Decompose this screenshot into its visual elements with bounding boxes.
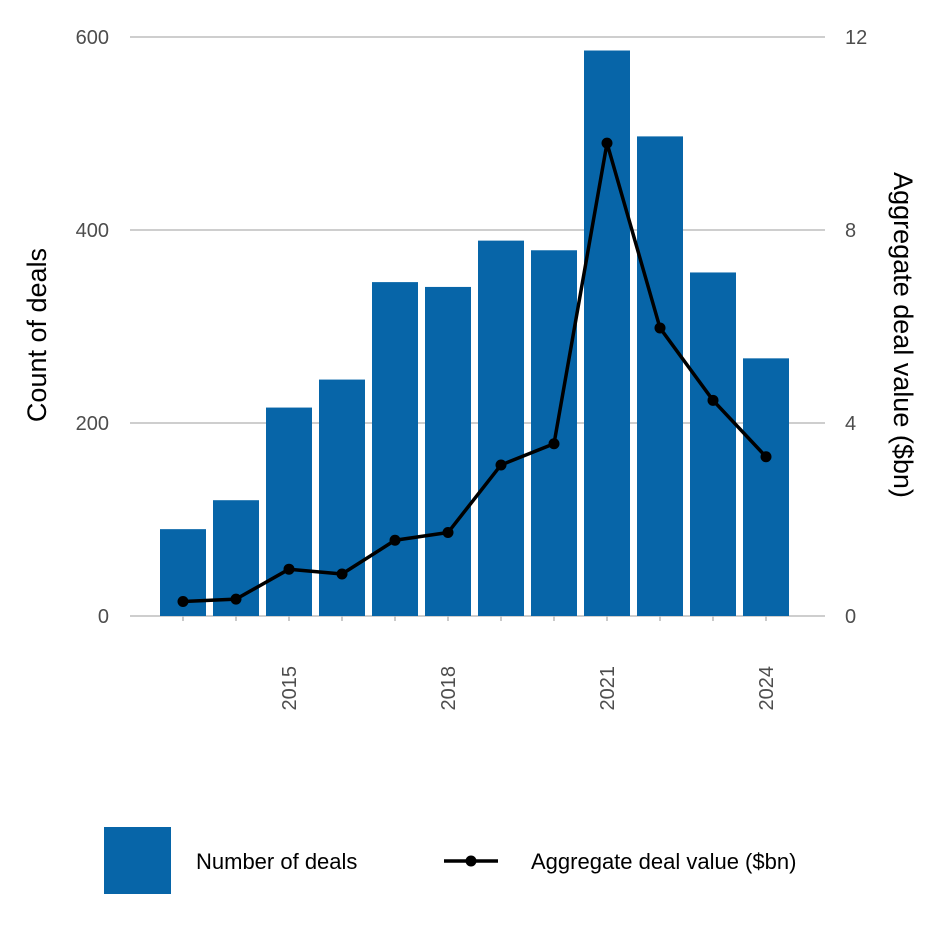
- bar: [319, 379, 365, 616]
- line-point: [230, 593, 242, 605]
- bar: [425, 286, 471, 616]
- line-point: [177, 596, 189, 608]
- y-right-tick-label: 0: [845, 606, 856, 628]
- legend-label-deals: Number of deals: [196, 849, 357, 874]
- x-tick-label: 2015: [279, 666, 301, 711]
- legend: Number of deals Aggregate deal value ($b…: [104, 827, 796, 894]
- y-left-tick-label: 0: [98, 606, 109, 628]
- x-tick-label: 2021: [597, 666, 619, 711]
- legend-line-marker: [465, 855, 477, 867]
- y-axis-right: 0 4 8 12: [845, 27, 867, 628]
- x-axis-ticks: 2015 2018 2021 2024: [182, 616, 778, 711]
- line-point: [707, 394, 719, 406]
- bar: [372, 282, 418, 616]
- line-point: [760, 451, 772, 463]
- y-left-tick-label: 400: [76, 220, 109, 242]
- line-path: [182, 141, 768, 604]
- bar: [637, 136, 683, 616]
- bar: [743, 358, 789, 616]
- line-point: [601, 137, 613, 149]
- line-point: [654, 322, 666, 334]
- legend-label-value: Aggregate deal value ($bn): [531, 849, 796, 874]
- bar: [266, 407, 312, 616]
- bar: [531, 250, 577, 616]
- y-axis-right-title: Aggregate deal value ($bn): [888, 172, 918, 498]
- line-series: [177, 137, 772, 608]
- y-left-tick-label: 600: [76, 27, 109, 49]
- line-point: [442, 527, 454, 539]
- line-point: [495, 459, 507, 471]
- bar: [478, 240, 524, 617]
- line-point: [548, 438, 560, 450]
- bar: [584, 50, 630, 616]
- y-axis-left: 0 200 400 600: [76, 27, 109, 628]
- bar: [690, 272, 736, 616]
- line-point: [336, 568, 348, 580]
- y-right-tick-label: 4: [845, 413, 856, 435]
- line-point: [283, 563, 295, 575]
- line-point: [389, 534, 401, 546]
- y-right-tick-label: 12: [845, 27, 867, 49]
- y-left-tick-label: 200: [76, 413, 109, 435]
- x-tick-label: 2018: [438, 666, 460, 711]
- legend-bar-swatch: [104, 827, 171, 894]
- bar-series: [160, 50, 789, 617]
- y-axis-left-title: Count of deals: [22, 248, 52, 422]
- y-right-tick-label: 8: [845, 220, 856, 242]
- x-tick-label: 2024: [756, 666, 778, 711]
